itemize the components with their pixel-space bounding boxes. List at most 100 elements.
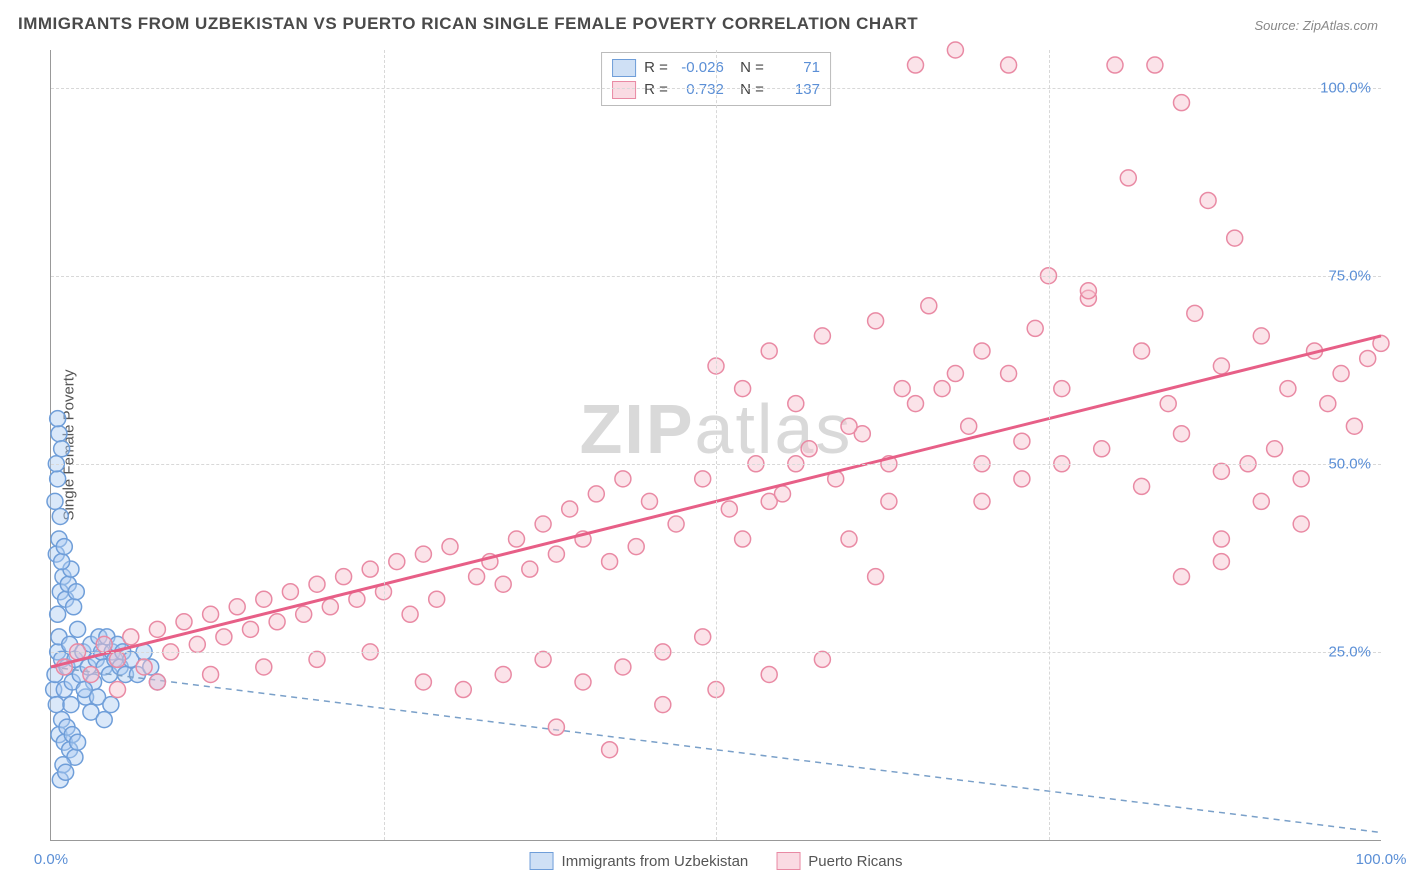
data-point [1293,471,1309,487]
data-point [56,539,72,555]
data-point [1187,305,1203,321]
data-point [70,621,86,637]
data-point [415,674,431,690]
data-point [322,599,338,615]
data-point [775,486,791,502]
legend-item-1: Puerto Ricans [776,852,902,870]
data-point [442,539,458,555]
data-point [642,493,658,509]
data-point [615,659,631,675]
data-point [1253,328,1269,344]
data-point [136,659,152,675]
data-point [974,493,990,509]
data-point [602,554,618,570]
chart-title: IMMIGRANTS FROM UZBEKISTAN VS PUERTO RIC… [18,14,918,34]
data-point [509,531,525,547]
data-point [176,614,192,630]
data-point [788,396,804,412]
data-point [562,501,578,517]
data-point [123,629,139,645]
data-point [50,411,66,427]
data-point [1134,478,1150,494]
data-point [1267,441,1283,457]
data-point [48,697,64,713]
data-point [615,471,631,487]
data-point [52,508,68,524]
data-point [548,719,564,735]
data-point [801,441,817,457]
data-point [814,328,830,344]
legend-swatch-1 [776,852,800,870]
x-tick-label: 100.0% [1356,851,1406,868]
data-point [203,606,219,622]
data-point [1280,381,1296,397]
data-point [103,697,119,713]
data-point [229,599,245,615]
data-point [1107,57,1123,73]
gridline-v [716,50,717,840]
data-point [110,651,126,667]
data-point [495,666,511,682]
data-point [495,576,511,592]
data-point [189,636,205,652]
legend-label-1: Puerto Ricans [808,853,902,870]
data-point [296,606,312,622]
data-point [70,734,86,750]
data-point [908,57,924,73]
data-point [1346,418,1362,434]
data-point [1213,554,1229,570]
data-point [1160,396,1176,412]
data-point [1320,396,1336,412]
data-point [1360,350,1376,366]
data-point [1200,192,1216,208]
data-point [1174,95,1190,111]
data-point [309,576,325,592]
data-point [309,651,325,667]
data-point [841,418,857,434]
data-point [203,666,219,682]
data-point [1213,358,1229,374]
data-point [721,501,737,517]
legend-r-label: R = [644,57,668,79]
data-point [362,561,378,577]
plot-area: ZIPatlas Single Female Poverty R = -0.02… [50,50,1381,841]
data-point [1253,493,1269,509]
x-tick-label: 0.0% [34,851,68,868]
legend-n-value-0: 71 [772,57,820,79]
data-point [1174,426,1190,442]
data-point [256,659,272,675]
data-point [58,764,74,780]
gridline-v [384,50,385,840]
data-point [54,554,70,570]
data-point [47,493,63,509]
legend-swatch-1 [612,81,636,99]
data-point [455,682,471,698]
data-point [1147,57,1163,73]
data-point [1120,170,1136,186]
data-point [761,343,777,359]
data-point [1213,531,1229,547]
data-point [50,471,66,487]
data-point [63,697,79,713]
data-point [628,539,644,555]
data-point [216,629,232,645]
data-point [841,531,857,547]
data-point [402,606,418,622]
data-point [54,441,70,457]
legend-r-label: R = [644,79,668,101]
data-point [256,591,272,607]
data-point [934,381,950,397]
y-tick-label: 75.0% [1328,267,1371,284]
data-point [947,42,963,58]
legend-swatch-0 [530,852,554,870]
data-point [1134,343,1150,359]
data-point [1054,381,1070,397]
data-point [469,569,485,585]
data-point [149,621,165,637]
data-point [868,313,884,329]
legend-series: Immigrants from Uzbekistan Puerto Ricans [530,852,903,870]
data-point [575,674,591,690]
data-point [1014,433,1030,449]
data-point [1293,516,1309,532]
source-label: Source: ZipAtlas.com [1254,18,1378,33]
